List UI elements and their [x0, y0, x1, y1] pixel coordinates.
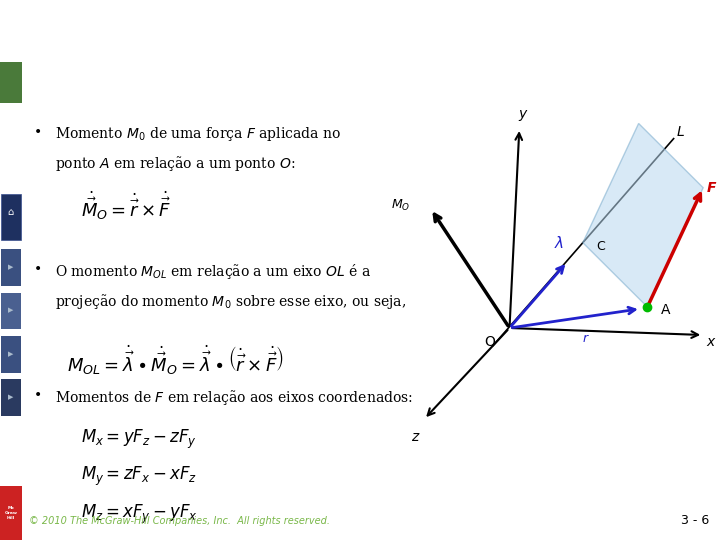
- Text: Momentos de $\mathbf{\mathit{F}}$ em relação aos eixos coordenados:: Momentos de $\mathbf{\mathit{F}}$ em rel…: [55, 388, 413, 407]
- Text: x: x: [706, 335, 715, 349]
- Text: $M_O$: $M_O$: [392, 198, 410, 213]
- Text: O: O: [485, 335, 495, 348]
- Text: r: r: [582, 332, 588, 345]
- Text: Mc
Graw
Hill: Mc Graw Hill: [4, 507, 17, 519]
- FancyBboxPatch shape: [1, 293, 20, 329]
- Text: ⌂: ⌂: [8, 207, 14, 217]
- Text: ponto $\mathbf{\mathit{A}}$ em relação a um ponto $\mathbf{\mathit{O}}$:: ponto $\mathbf{\mathit{A}}$ em relação a…: [55, 154, 295, 173]
- Polygon shape: [582, 124, 703, 307]
- Text: 3 - 6: 3 - 6: [681, 514, 709, 527]
- Text: •: •: [34, 388, 42, 402]
- Text: © 2010 The McGraw-Hill Companies, Inc.  All rights reserved.: © 2010 The McGraw-Hill Companies, Inc. A…: [29, 516, 330, 525]
- Text: projeção do momento $\mathbf{\mathit{M}}_0$ sobre esse eixo, ou seja,: projeção do momento $\mathbf{\mathit{M}}…: [55, 292, 406, 311]
- FancyBboxPatch shape: [1, 249, 20, 286]
- Bar: [0, 486, 22, 540]
- Text: $M_{OL} = \dot{\vec{\lambda}} \bullet \dot{\vec{M}}_O = \dot{\vec{\lambda}} \bul: $M_{OL} = \dot{\vec{\lambda}} \bullet \d…: [67, 343, 284, 377]
- Text: $M_z = xF_y - yF_x$: $M_z = xF_y - yF_x$: [81, 503, 198, 526]
- Text: ▶: ▶: [8, 264, 14, 271]
- Text: $M_y = zF_x - xF_z$: $M_y = zF_x - xF_z$: [81, 465, 197, 489]
- Bar: [0, 62, 22, 103]
- Text: ▶: ▶: [8, 350, 14, 357]
- Text: $M_x = yF_z - zF_y$: $M_x = yF_z - zF_y$: [81, 427, 197, 450]
- Text: $\dot{\vec{M}}_O = \dot{\vec{r}} \times \dot{\vec{F}}$: $\dot{\vec{M}}_O = \dot{\vec{r}} \times …: [81, 190, 171, 222]
- Text: ▶: ▶: [8, 394, 14, 400]
- Text: L: L: [677, 125, 685, 139]
- Text: •: •: [34, 125, 42, 139]
- Text: y: y: [518, 107, 527, 121]
- Text: Momento de uma Força em Relação a um Dado Eixo: Momento de uma Força em Relação a um Dad…: [30, 72, 639, 92]
- Text: A: A: [660, 303, 670, 318]
- FancyBboxPatch shape: [1, 194, 20, 240]
- FancyBboxPatch shape: [1, 336, 20, 373]
- FancyBboxPatch shape: [1, 379, 20, 416]
- Text: O momento $M_{OL}$ em relação a um eixo $\mathbf{\mathit{OL}}$ é a: O momento $M_{OL}$ em relação a um eixo …: [55, 262, 371, 281]
- Text: z: z: [410, 430, 418, 444]
- Text: •: •: [34, 262, 42, 276]
- Text: Momento $\mathbf{\mathit{M}}_0$ de uma força $\mathbf{\mathit{F}}$ aplicada no: Momento $\mathbf{\mathit{M}}_0$ de uma f…: [55, 125, 341, 143]
- Text: Mecânica Vetorial para Engenheiros: Estática: Mecânica Vetorial para Engenheiros: Está…: [34, 17, 720, 45]
- Text: ▶: ▶: [8, 307, 14, 314]
- Text: C: C: [596, 240, 605, 253]
- Text: Nona
edição: Nona edição: [1, 24, 21, 35]
- Text: F: F: [706, 181, 716, 195]
- Text: $\lambda$: $\lambda$: [554, 235, 564, 251]
